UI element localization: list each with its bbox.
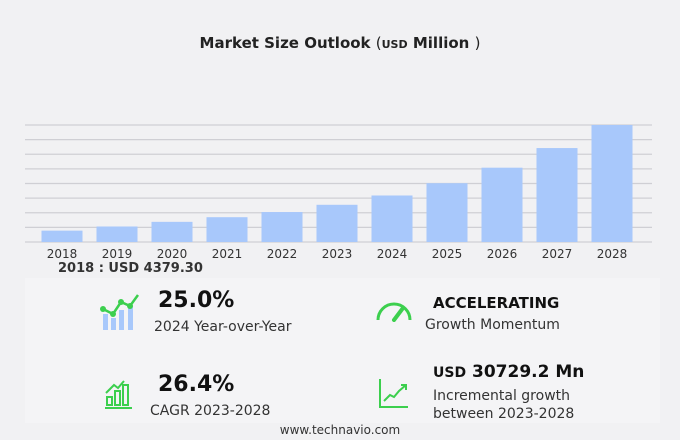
x-tick-label: 2023 — [322, 247, 353, 261]
momentum-value: ACCELERATING — [433, 294, 560, 312]
x-tick-label: 2027 — [542, 247, 573, 261]
cagr-value: 26.4% — [158, 372, 235, 397]
incremental-unit: USD — [433, 365, 467, 381]
incremental-value: USD 30729.2 Mn — [433, 362, 584, 382]
stats-panel — [25, 278, 660, 423]
bar-2018 — [41, 230, 83, 242]
x-tick-label: 2020 — [157, 247, 188, 261]
bar-2023 — [316, 204, 358, 242]
speedometer-icon — [376, 302, 412, 322]
x-tick-label: 2026 — [487, 247, 518, 261]
x-tick-label: 2021 — [212, 247, 243, 261]
title-unit-word: Million — [412, 34, 470, 52]
bar-2019 — [96, 226, 138, 242]
incremental-label-2: between 2023-2028 — [433, 406, 575, 422]
title-unit: USD — [381, 38, 408, 51]
yoy-value: 25.0% — [158, 288, 235, 313]
momentum-label: Growth Momentum — [425, 317, 560, 333]
bar-2028 — [591, 125, 633, 242]
title-paren-open: ( — [375, 34, 382, 52]
bar-chart: 2018 2019 2020 2021 2022 2023 2024 2025 2026 2027… — [25, 124, 652, 261]
trend-line-icon — [379, 379, 408, 408]
bar-2021 — [206, 217, 248, 242]
x-tick-label: 2022 — [267, 247, 298, 261]
cagr-label: CAGR 2023-2028 — [150, 403, 271, 419]
bar-2025 — [426, 183, 468, 242]
bar-2024 — [371, 195, 413, 242]
x-tick-label: 2024 — [377, 247, 408, 261]
chart-title: Market Size Outlook (USD Million ) — [0, 34, 680, 52]
title-paren-close: ) — [474, 34, 481, 52]
footer-url: www.technavio.com — [279, 423, 401, 437]
x-tick-label: 2028 — [597, 247, 628, 261]
yoy-label: 2024 Year-over-Year — [154, 319, 292, 335]
bar-2026 — [481, 167, 523, 242]
title-text: Market Size Outlook — [199, 34, 371, 52]
bar-2027 — [536, 148, 578, 242]
bar-growth-icon — [105, 380, 132, 409]
incremental-amount: 30729.2 Mn — [472, 362, 585, 382]
bar-2022 — [261, 212, 303, 242]
x-tick-label: 2025 — [432, 247, 463, 261]
bar-2020 — [151, 221, 193, 242]
x-tick-label: 2019 — [102, 247, 133, 261]
growth-chart-icon — [100, 294, 140, 330]
x-tick-label: 2018 — [47, 247, 78, 261]
incremental-label-1: Incremental growth — [433, 388, 571, 404]
base-year-value: 2018 : USD 4379.30 — [58, 261, 203, 276]
